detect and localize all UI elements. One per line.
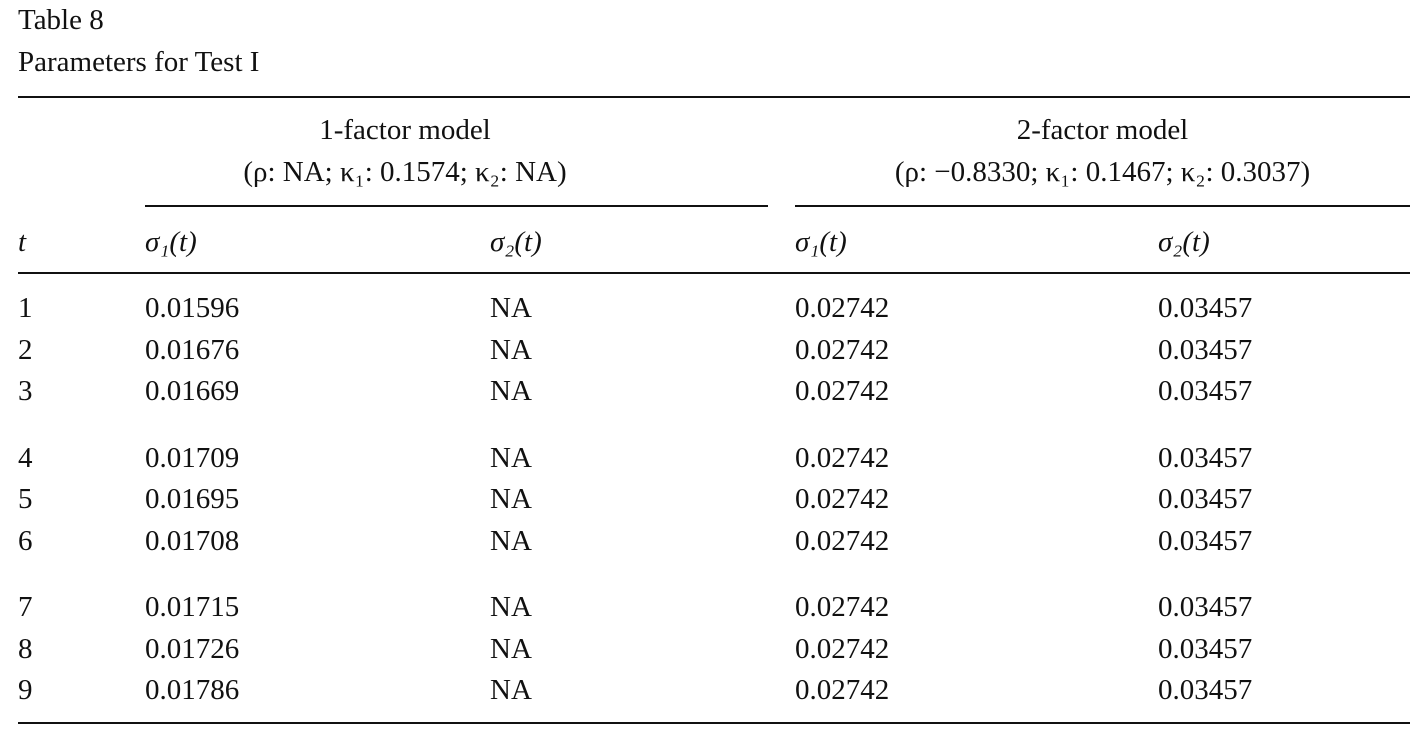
cell: 0.02742 xyxy=(795,292,890,324)
cell: 0.01708 xyxy=(145,524,240,557)
group-rule xyxy=(145,205,768,207)
group-title: 1-factor model xyxy=(319,114,491,146)
column-header: σ₁(t) xyxy=(795,226,847,258)
row-label: 3 xyxy=(18,375,33,407)
cell: 0.02742 xyxy=(795,632,890,665)
cell: 0.02742 xyxy=(795,441,890,474)
cell: 0.03457 xyxy=(1158,375,1253,407)
cell: 0.02742 xyxy=(795,483,890,515)
cell: NA xyxy=(490,333,532,366)
cell: NA xyxy=(490,591,532,623)
cell: 0.01709 xyxy=(145,441,240,474)
row-label: 2 xyxy=(18,333,33,366)
row-label: 7 xyxy=(18,591,33,623)
cell: 0.03457 xyxy=(1158,292,1253,324)
cell: 0.03457 xyxy=(1158,441,1253,474)
cell: 0.01596 xyxy=(145,292,240,324)
group-rule xyxy=(795,205,1410,207)
top-rule xyxy=(18,96,1410,98)
group-params: (ρ: −0.8330; κ₁: 0.1467; κ₂: 0.3037) xyxy=(894,156,1311,188)
column-header: t xyxy=(18,226,27,258)
column-header: σ₁(t) xyxy=(145,226,197,258)
cell: NA xyxy=(490,674,532,706)
cell: 0.02742 xyxy=(795,375,890,407)
row-label: 6 xyxy=(18,524,33,557)
table-label: Table 8 xyxy=(18,4,104,36)
cell: 0.02742 xyxy=(795,524,890,557)
cell: NA xyxy=(490,375,532,407)
cell: NA xyxy=(490,292,532,324)
cell: 0.01676 xyxy=(145,333,240,366)
bottom-rule xyxy=(18,722,1410,724)
row-label: 9 xyxy=(18,674,33,706)
cell: NA xyxy=(490,441,532,474)
cell: NA xyxy=(490,524,532,557)
cell: NA xyxy=(490,483,532,515)
row-label: 4 xyxy=(18,441,33,474)
column-header: σ₂(t) xyxy=(490,226,542,258)
cell: 0.01695 xyxy=(145,483,240,515)
cell: 0.01669 xyxy=(145,375,240,407)
cell: 0.03457 xyxy=(1158,632,1253,665)
cell: 0.02742 xyxy=(795,674,890,706)
row-label: 1 xyxy=(18,292,33,324)
cell: 0.03457 xyxy=(1158,483,1253,515)
cell: 0.02742 xyxy=(795,591,890,623)
row-label: 8 xyxy=(18,632,33,665)
table-title: Parameters for Test I xyxy=(18,46,260,78)
cell: 0.01786 xyxy=(145,674,240,706)
cell: 0.01715 xyxy=(145,591,240,623)
cell: 0.03457 xyxy=(1158,591,1253,623)
group-params: (ρ: NA; κ₁: 0.1574; κ₂: NA) xyxy=(243,156,567,188)
cell: NA xyxy=(490,632,532,665)
cell: 0.02742 xyxy=(795,333,890,366)
cell: 0.03457 xyxy=(1158,524,1253,557)
cell: 0.03457 xyxy=(1158,674,1253,706)
cell: 0.01726 xyxy=(145,632,240,665)
row-label: 5 xyxy=(18,483,33,515)
header-rule xyxy=(18,272,1410,274)
cell: 0.03457 xyxy=(1158,333,1253,366)
column-header: σ₂(t) xyxy=(1158,226,1210,258)
group-title: 2-factor model xyxy=(1016,114,1189,146)
